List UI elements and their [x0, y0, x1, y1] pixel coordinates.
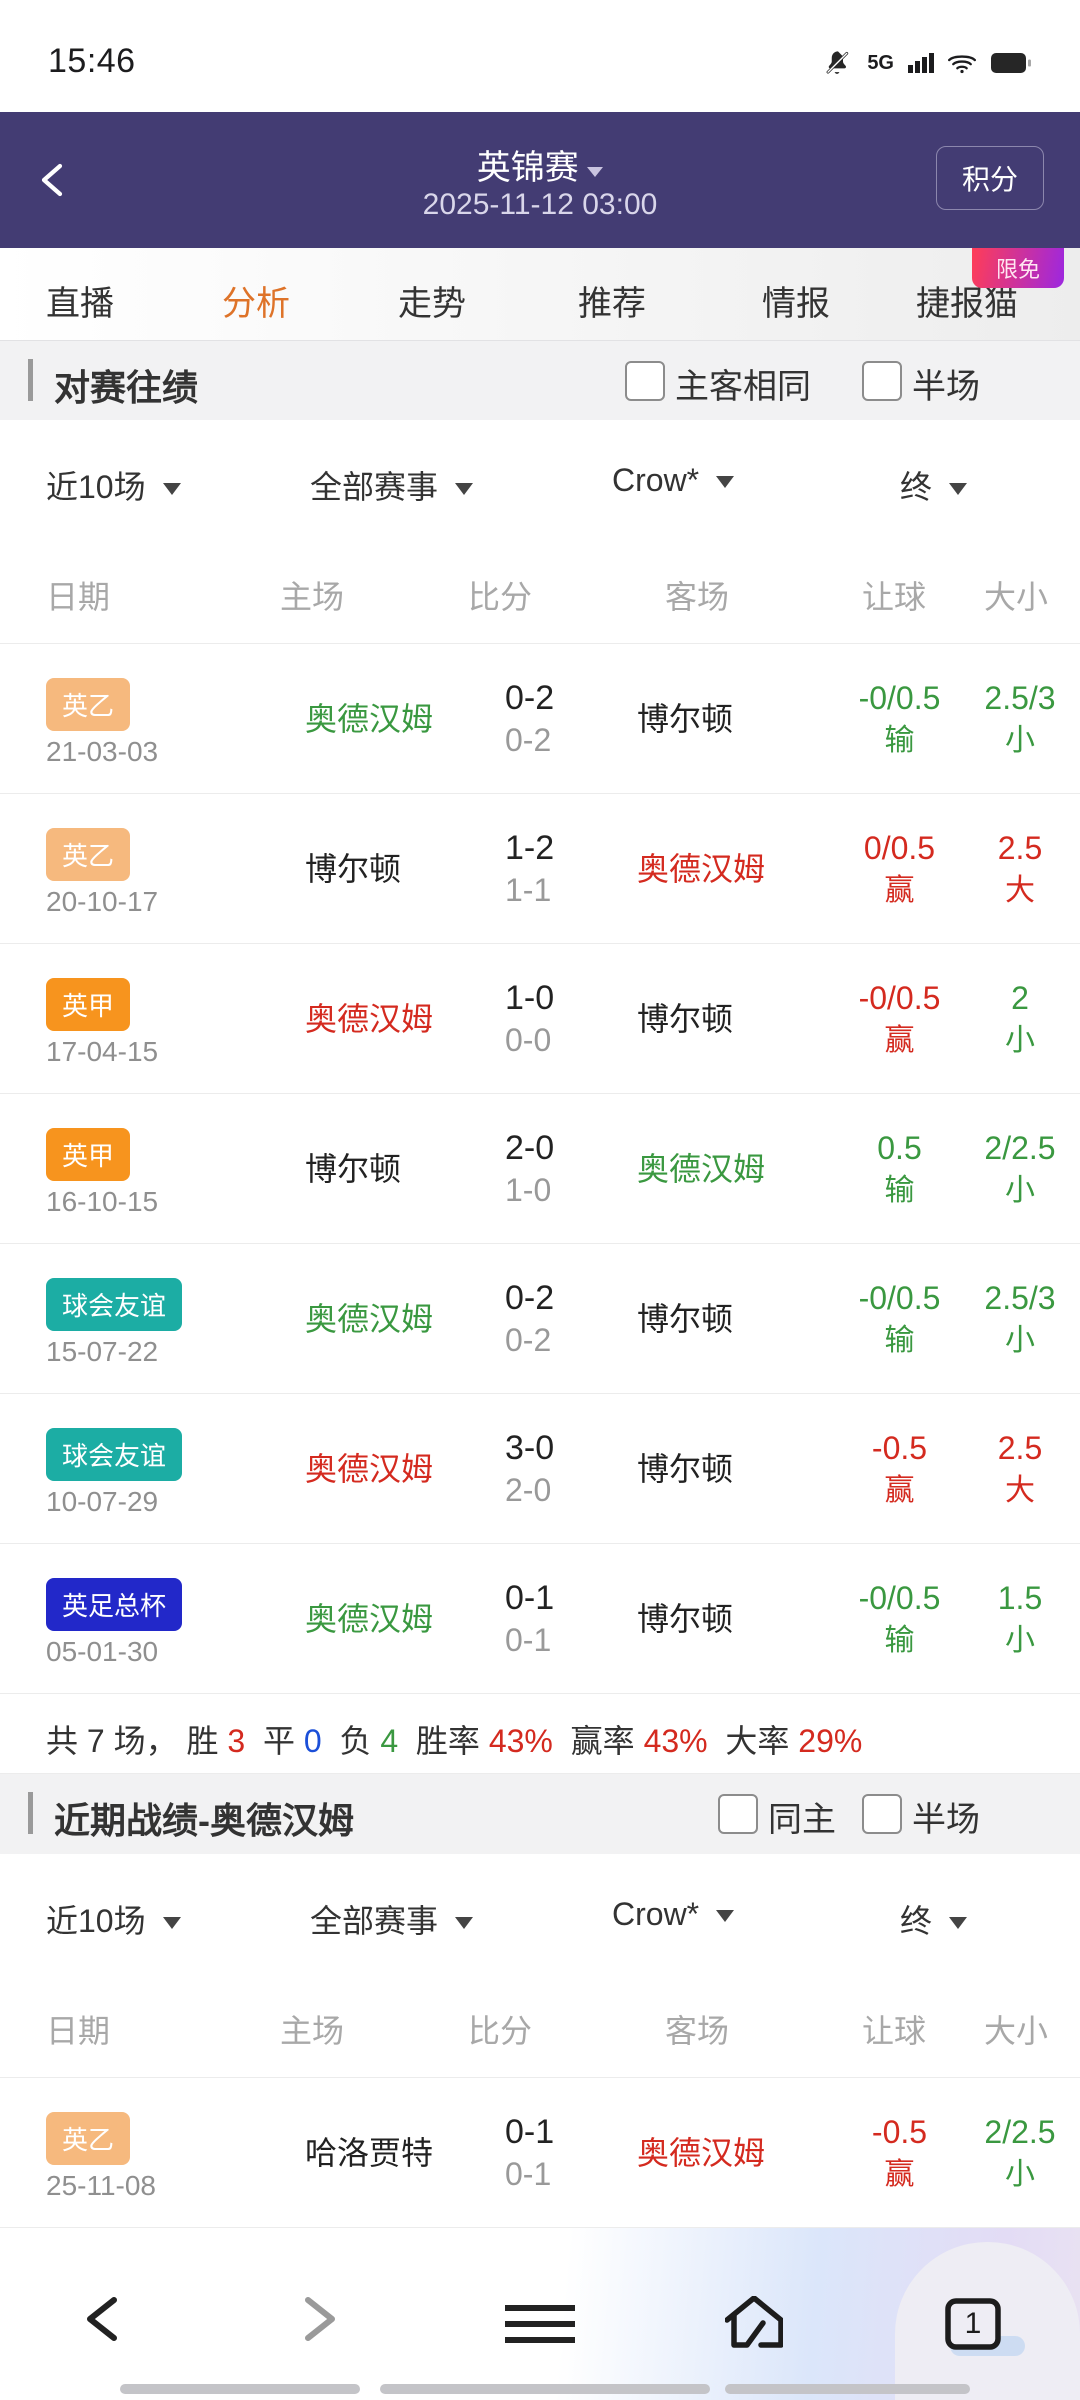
svg-text:1: 1 — [965, 2307, 982, 2340]
